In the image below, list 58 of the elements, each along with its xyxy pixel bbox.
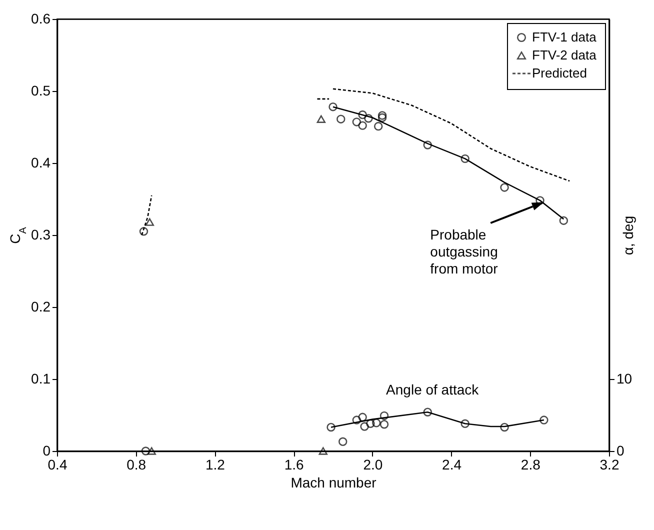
point [536, 196, 544, 205]
annotation: Probable outgassing from motor [430, 226, 498, 277]
point [460, 419, 470, 428]
point [358, 121, 367, 130]
point [540, 416, 548, 424]
point [318, 447, 328, 455]
point [360, 422, 369, 431]
legend-label: Predicted [532, 66, 587, 80]
legend-label: FTV-2 data [532, 48, 598, 62]
line-series [332, 88, 570, 182]
point [559, 216, 568, 225]
point [378, 111, 387, 120]
point [316, 115, 326, 123]
y2-tick-label: 10 [616, 370, 632, 386]
y-tick-label: 0.4 [31, 154, 51, 170]
point [352, 118, 362, 126]
x-tick-label: 2.8 [520, 456, 541, 472]
point [366, 419, 375, 428]
x-tick-label: 2.4 [442, 456, 462, 472]
x-tick-label: 2.0 [363, 456, 383, 472]
point [500, 183, 509, 192]
x-tick-label: 0.8 [126, 456, 146, 472]
legend-label: FTV-1 data [532, 30, 598, 44]
x-tick-label: 1.6 [284, 456, 304, 472]
y-tick-label: 0.6 [31, 10, 51, 26]
y-tick-label: 0.1 [31, 370, 51, 386]
point [352, 416, 362, 424]
y-tick-label: 0.5 [31, 82, 51, 98]
point [358, 110, 367, 120]
point [500, 422, 509, 432]
x-tick-label: 1.2 [205, 456, 226, 472]
point [372, 418, 381, 428]
point [364, 114, 373, 123]
point [139, 227, 148, 236]
y-tick-label: 0.3 [31, 226, 51, 242]
point [326, 422, 336, 432]
y2-tick-label: 0 [616, 442, 624, 458]
x-tick-label: 0.4 [48, 456, 68, 472]
y2-axis-title: α, deg [620, 216, 636, 256]
point [358, 412, 367, 422]
annotation: Angle of attack [386, 382, 480, 398]
point [338, 437, 348, 446]
y-tick-label: 0 [42, 442, 51, 458]
point [423, 140, 432, 150]
point [145, 218, 154, 226]
point [378, 113, 387, 122]
point [380, 411, 389, 420]
point [380, 420, 389, 429]
point [147, 447, 156, 455]
y-tick-label: 0.2 [31, 298, 51, 314]
point [423, 408, 432, 416]
point [374, 122, 383, 131]
point [460, 154, 470, 164]
point [336, 114, 346, 124]
x-tick-label: 3.2 [600, 456, 620, 472]
point [328, 102, 338, 112]
point [141, 446, 150, 456]
x-axis-title: Mach number [290, 474, 377, 490]
